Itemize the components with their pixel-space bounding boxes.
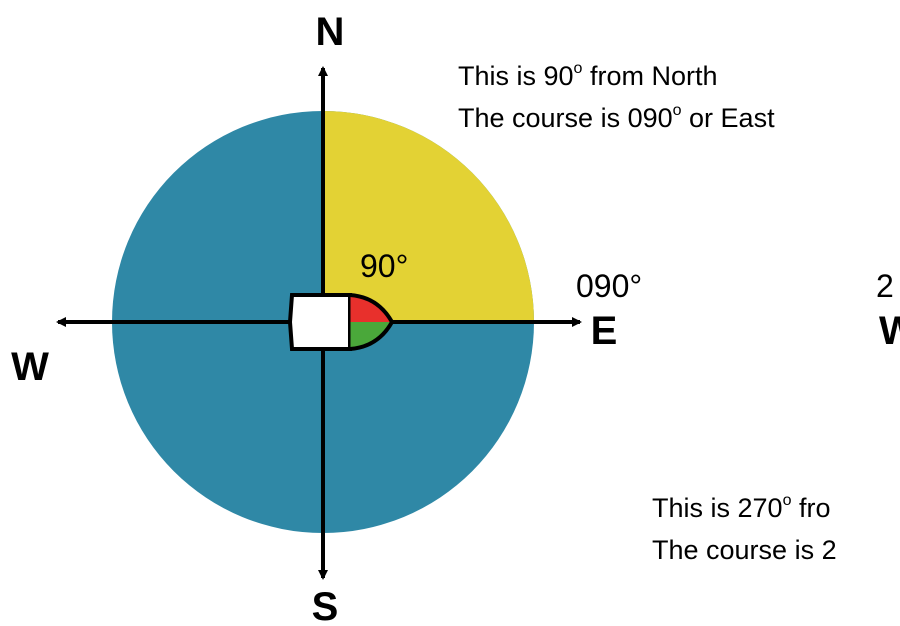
text-part: fro bbox=[791, 493, 830, 523]
course-label: 090° bbox=[576, 268, 642, 304]
text-part: or East bbox=[682, 103, 776, 133]
text-part: This is 90 bbox=[458, 61, 574, 91]
caption-line: This is 270o fro bbox=[652, 492, 830, 523]
partial-course-label: 2 bbox=[876, 268, 894, 304]
angle-label: 90° bbox=[360, 248, 408, 284]
text-part: The course is 090 bbox=[458, 103, 673, 133]
partial-direction-label: W bbox=[879, 309, 900, 353]
south-label: S bbox=[312, 585, 339, 626]
text-part: This is 270 bbox=[652, 493, 783, 523]
boat bbox=[287, 293, 395, 351]
caption-line: The course is 2 bbox=[652, 535, 837, 565]
text-part: o bbox=[574, 60, 583, 77]
text-part: o bbox=[673, 102, 682, 119]
north-label: N bbox=[316, 10, 345, 54]
west-label: W bbox=[11, 345, 49, 389]
caption-line: The course is 090o or East bbox=[458, 102, 775, 133]
text-part: o bbox=[783, 492, 792, 509]
text-part: from North bbox=[582, 61, 717, 91]
caption-line: This is 90o from North bbox=[458, 60, 717, 91]
quadrant-highlight bbox=[323, 111, 534, 322]
east-label: E bbox=[591, 309, 618, 353]
